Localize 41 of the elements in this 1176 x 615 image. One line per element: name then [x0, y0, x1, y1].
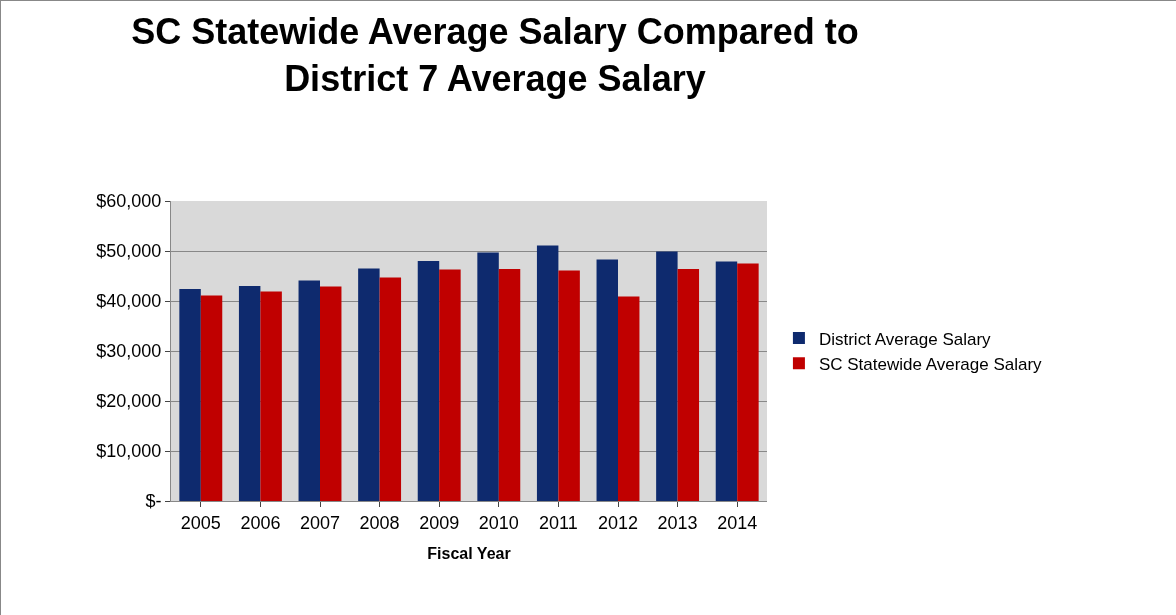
x-tick-label: 2008	[359, 512, 400, 533]
y-tick-label: $30,000	[96, 341, 162, 362]
bar	[417, 261, 440, 501]
y-tick-label: $10,000	[96, 441, 162, 462]
legend-label: SC Statewide Average Salary	[818, 354, 1043, 374]
bar	[618, 296, 640, 501]
x-tick-label: 2014	[717, 512, 758, 533]
legend-label: District Average Salary	[818, 329, 992, 349]
bar	[358, 268, 380, 501]
bar	[379, 277, 402, 501]
bar	[200, 295, 223, 501]
y-tick-label: $50,000	[96, 241, 162, 262]
bar	[298, 280, 320, 501]
bar	[238, 286, 261, 501]
x-tick-label: 2011	[539, 512, 578, 533]
x-tick-label: 2010	[478, 512, 519, 533]
bar	[596, 259, 618, 501]
bar	[536, 245, 559, 501]
chart-title: SC Statewide Average Salary Compared to District 7 Average Salary	[131, 11, 859, 99]
y-tick-label: $40,000	[96, 291, 162, 312]
bar	[260, 291, 282, 501]
x-tick-label: 2007	[299, 512, 341, 533]
y-tick-label: $-	[145, 491, 162, 512]
x-tick-label: 2009	[419, 512, 460, 533]
bar	[320, 286, 342, 501]
bar	[439, 269, 461, 501]
x-tick-label: 2005	[180, 512, 221, 533]
bar	[715, 261, 738, 501]
x-tick-label: 2006	[240, 512, 281, 533]
bar	[737, 263, 759, 501]
bar	[498, 269, 521, 501]
bar	[656, 251, 678, 501]
x-tick-label: 2012	[597, 512, 639, 533]
bar	[477, 252, 499, 501]
x-axis-title: Fiscal Year	[427, 545, 511, 562]
bar	[558, 270, 580, 501]
y-tick-label: $20,000	[96, 391, 162, 412]
bar	[677, 269, 700, 501]
y-tick-label: $60,000	[96, 191, 162, 212]
bar	[179, 289, 201, 501]
x-tick-label: 2013	[657, 512, 698, 533]
